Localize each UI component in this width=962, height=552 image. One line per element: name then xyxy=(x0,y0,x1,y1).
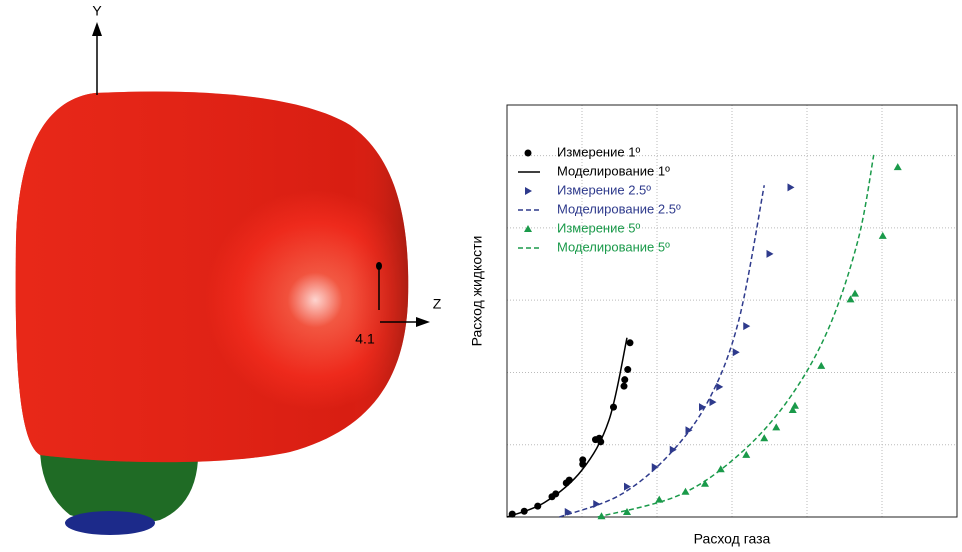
legend-label: Измерение 1º xyxy=(557,144,640,159)
data-point xyxy=(743,322,750,330)
legend-label: Моделирование 1º xyxy=(557,163,670,178)
data-point xyxy=(566,477,573,484)
model-line xyxy=(507,338,627,517)
data-point xyxy=(791,402,799,409)
data-point xyxy=(710,398,717,406)
legend-label: Моделирование 2.5º xyxy=(557,201,681,216)
data-point xyxy=(767,250,774,258)
data-point xyxy=(788,183,795,191)
y-axis-label: Расход жидкости xyxy=(469,236,485,347)
chart: Расход газа Расход жидкости Измерение 1º Мо… xyxy=(469,105,957,547)
legend-label: Измерение 5º xyxy=(557,220,640,235)
data-point xyxy=(817,362,825,369)
data-point xyxy=(760,434,768,441)
legend-swatch xyxy=(524,225,532,232)
legend-label: Измерение 2.5º xyxy=(557,182,651,197)
axis-label: Z xyxy=(433,296,442,312)
data-point xyxy=(716,383,723,391)
data-point xyxy=(742,451,750,458)
data-point xyxy=(627,339,634,346)
legend-swatch xyxy=(525,150,532,157)
body-render xyxy=(16,22,430,535)
data-point xyxy=(624,366,631,373)
page: Y Z 4.1 Расход газа Расход жидкости Измере… xyxy=(0,0,962,552)
data-point xyxy=(851,290,859,297)
data-point xyxy=(894,163,902,170)
axis-label: Y xyxy=(92,3,102,19)
data-point xyxy=(879,232,887,239)
data-point xyxy=(733,348,740,356)
data-point xyxy=(579,456,586,463)
legend-swatch xyxy=(525,187,532,195)
x-axis-label: Расход газа xyxy=(694,531,771,547)
data-point xyxy=(772,423,780,430)
data-point xyxy=(621,376,628,383)
point-label: 4.1 xyxy=(355,331,375,347)
legend-label: Моделирование 5º xyxy=(557,239,670,254)
data-point xyxy=(621,383,628,390)
